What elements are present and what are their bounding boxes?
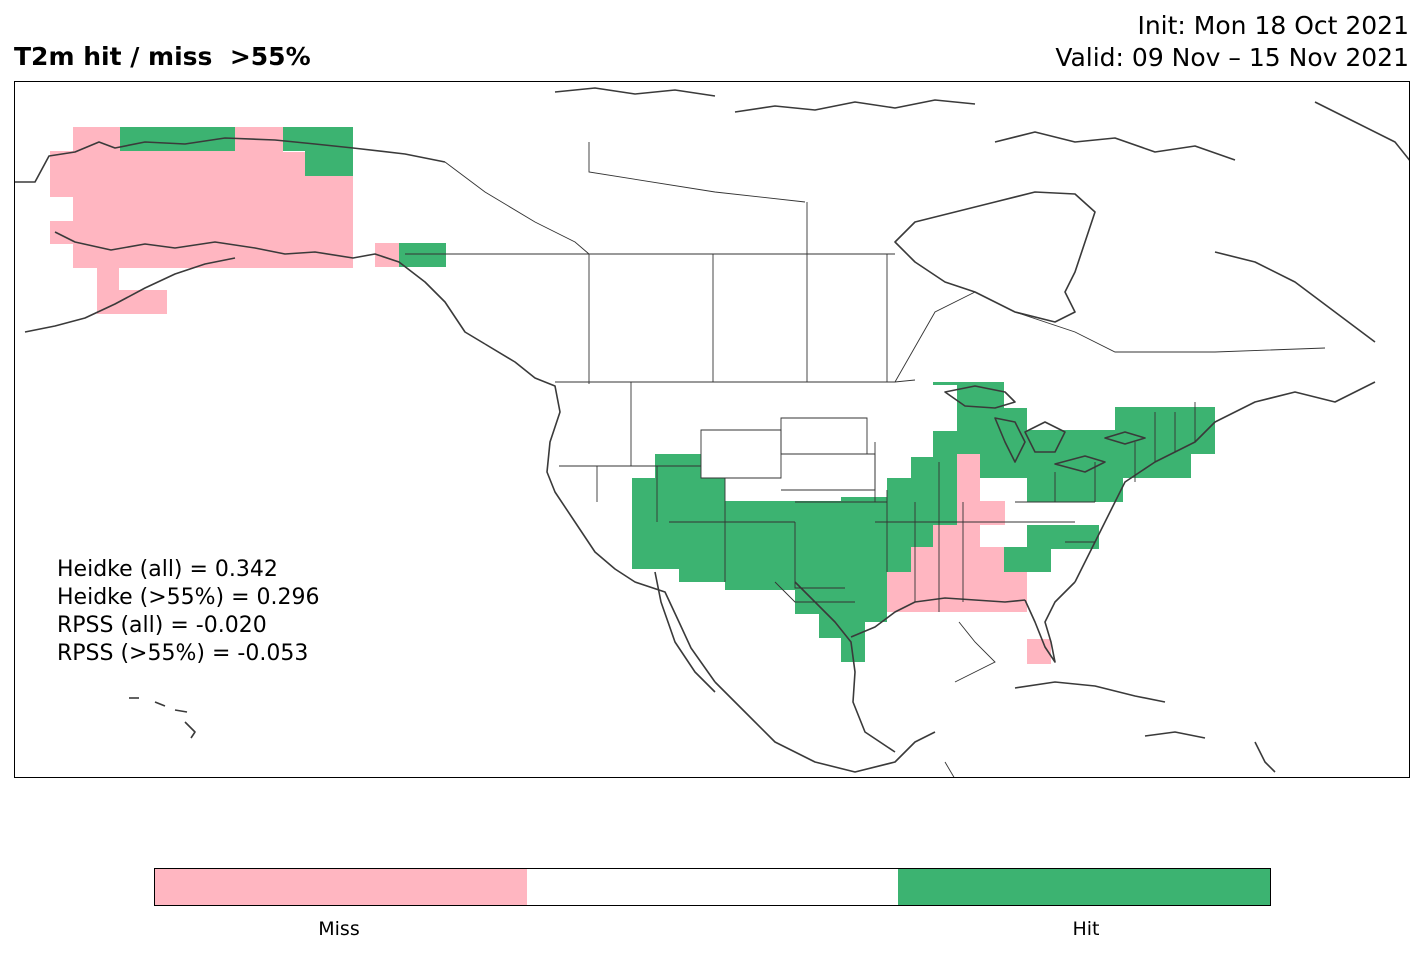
colorbar-neutral-segment xyxy=(526,869,899,905)
neutral-cell xyxy=(725,478,805,501)
miss-cell-region xyxy=(50,127,353,314)
colorbar-miss-segment xyxy=(155,869,527,905)
hit-cell-region xyxy=(399,243,446,267)
map-title: T2m hit / miss >55% xyxy=(14,42,311,71)
map-canvas xyxy=(15,87,1409,777)
colorbar-label-miss: Miss xyxy=(318,918,360,940)
init-date: Init: Mon 18 Oct 2021 xyxy=(1137,11,1409,40)
hit-cell-region xyxy=(120,127,235,151)
neutral-cell xyxy=(1051,502,1075,525)
miss-cell-region xyxy=(375,243,399,267)
date-info: Init: Mon 18 Oct 2021 Valid: 09 Nov – 15… xyxy=(1055,10,1409,74)
heidke-all: Heidke (all) = 0.342 xyxy=(57,557,278,582)
miss-cell-region xyxy=(887,454,1027,612)
neutral-cell xyxy=(980,478,1005,501)
map-panel xyxy=(14,81,1410,778)
heidke-above-55: Heidke (>55%) = 0.296 xyxy=(57,585,320,610)
colorbar-hit-segment xyxy=(898,869,1271,905)
rpss-all: RPSS (all) = -0.020 xyxy=(57,613,267,638)
neutral-cell xyxy=(805,490,841,501)
hit-cell-region xyxy=(283,127,353,176)
coastlines xyxy=(15,87,1409,773)
valid-date: Valid: 09 Nov – 15 Nov 2021 xyxy=(1055,43,1409,72)
skill-scores: Heidke (all) = 0.342 Heidke (>55%) = 0.2… xyxy=(57,556,320,668)
rpss-above-55: RPSS (>55%) = -0.053 xyxy=(57,641,309,666)
colorbar xyxy=(154,868,1271,906)
colorbar-label-hit: Hit xyxy=(1072,918,1100,940)
borders xyxy=(405,142,1326,777)
